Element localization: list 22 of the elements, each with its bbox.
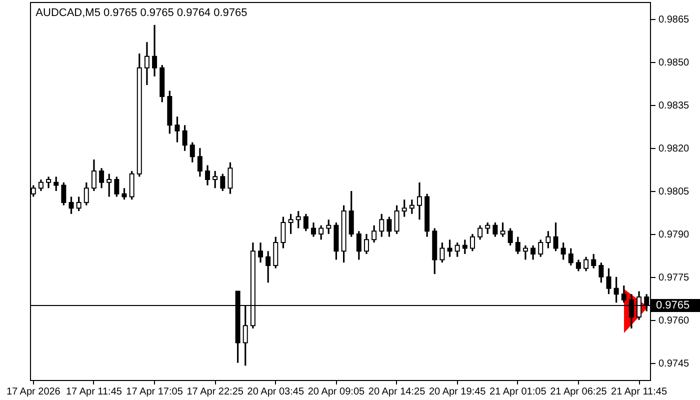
y-tick-label: 0.9865 [658,14,690,26]
chart-title: AUDCAD,M5 0.9765 0.9765 0.9764 0.9765 [36,7,248,19]
ref-line-label: 0.9765 [656,300,690,312]
y-tick-label: 0.9760 [658,315,690,326]
x-tick-label: 17 Apr 11:45 [66,386,122,398]
y-tick-label: 0.9775 [658,272,690,284]
y-tick-label: 0.9745 [658,358,690,370]
x-tick-label: 17 Apr 17:05 [126,386,184,398]
x-tick-label: 21 Apr 06:25 [550,386,608,398]
x-tick-label: 17 Apr 2026 [6,386,61,398]
x-tick-label: 17 Apr 22:25 [186,386,244,398]
x-tick-label: 21 Apr 11:45 [611,386,668,398]
x-tick-label: 20 Apr 14:25 [368,386,426,398]
y-tick-label: 0.9790 [658,229,690,240]
y-tick-label: 0.9850 [658,58,690,69]
x-tick-label: 20 Apr 03:45 [247,386,304,398]
y-tick-label: 0.9805 [658,186,690,198]
y-tick-label: 0.9835 [658,100,690,112]
x-tick-label: 20 Apr 19:45 [428,386,486,398]
x-tick-label: 21 Apr 01:05 [490,386,547,398]
x-tick-label: 20 Apr 09:05 [308,386,366,398]
y-tick-label: 0.9820 [658,144,690,155]
